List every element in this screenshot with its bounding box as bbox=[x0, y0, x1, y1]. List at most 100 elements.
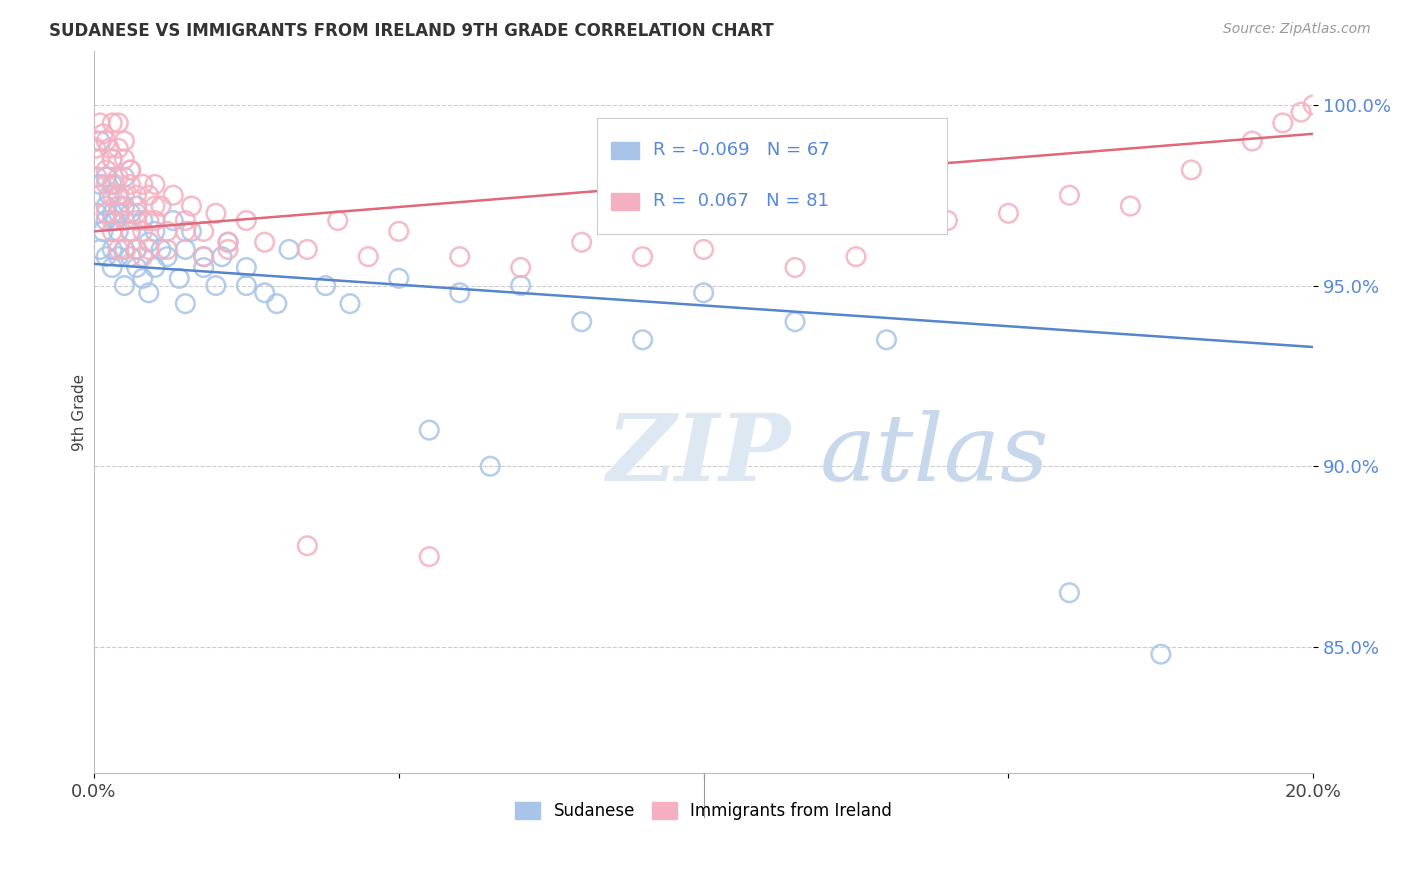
Point bbox=[156, 243, 179, 257]
Point bbox=[125, 213, 148, 227]
Point bbox=[1150, 647, 1173, 661]
Point bbox=[278, 243, 301, 257]
Point bbox=[143, 199, 166, 213]
Point bbox=[94, 250, 117, 264]
Point bbox=[104, 213, 127, 227]
Point bbox=[1241, 134, 1264, 148]
Point bbox=[120, 178, 142, 192]
Point bbox=[107, 188, 129, 202]
Point bbox=[1271, 116, 1294, 130]
Point bbox=[101, 178, 124, 192]
Text: SUDANESE VS IMMIGRANTS FROM IRELAND 9TH GRADE CORRELATION CHART: SUDANESE VS IMMIGRANTS FROM IRELAND 9TH … bbox=[49, 22, 773, 40]
Point bbox=[193, 250, 215, 264]
Point bbox=[104, 178, 127, 192]
Point bbox=[94, 178, 117, 192]
Text: R =  0.067   N = 81: R = 0.067 N = 81 bbox=[652, 193, 828, 211]
Point bbox=[162, 188, 184, 202]
Point bbox=[120, 224, 142, 238]
Point bbox=[357, 250, 380, 264]
Point bbox=[112, 188, 135, 202]
Point bbox=[150, 199, 173, 213]
Point bbox=[86, 206, 108, 220]
Point bbox=[876, 333, 898, 347]
Point bbox=[449, 285, 471, 300]
Point bbox=[91, 224, 114, 238]
Point bbox=[86, 170, 108, 185]
Point bbox=[101, 224, 124, 238]
Point bbox=[107, 199, 129, 213]
Point bbox=[1059, 586, 1081, 600]
Point bbox=[112, 170, 135, 185]
Point bbox=[1059, 188, 1081, 202]
Point bbox=[266, 296, 288, 310]
Point bbox=[107, 206, 129, 220]
Point bbox=[253, 285, 276, 300]
Point bbox=[388, 224, 411, 238]
Point bbox=[845, 250, 868, 264]
Point bbox=[138, 213, 160, 227]
Point bbox=[91, 127, 114, 141]
Point bbox=[143, 213, 166, 227]
Point bbox=[138, 285, 160, 300]
Point bbox=[143, 260, 166, 275]
Point bbox=[174, 224, 197, 238]
Point bbox=[217, 235, 239, 250]
Point bbox=[692, 243, 714, 257]
Point bbox=[131, 271, 153, 285]
Point bbox=[101, 260, 124, 275]
Point bbox=[89, 178, 111, 192]
Point bbox=[98, 141, 121, 155]
Point bbox=[101, 243, 124, 257]
Point bbox=[936, 213, 959, 227]
Point bbox=[339, 296, 361, 310]
Point bbox=[1180, 163, 1202, 178]
Point bbox=[107, 188, 129, 202]
Point bbox=[571, 235, 593, 250]
Point bbox=[1119, 199, 1142, 213]
Point bbox=[193, 250, 215, 264]
Point bbox=[169, 271, 191, 285]
Point bbox=[174, 213, 197, 227]
Text: Source: ZipAtlas.com: Source: ZipAtlas.com bbox=[1223, 22, 1371, 37]
Point bbox=[1302, 98, 1324, 112]
Point bbox=[297, 243, 319, 257]
Point bbox=[101, 152, 124, 166]
Point bbox=[101, 116, 124, 130]
Point bbox=[112, 213, 135, 227]
Point bbox=[120, 206, 142, 220]
Point bbox=[388, 271, 411, 285]
Point bbox=[631, 250, 654, 264]
Point bbox=[125, 199, 148, 213]
Point bbox=[217, 235, 239, 250]
Point bbox=[193, 260, 215, 275]
Point bbox=[138, 235, 160, 250]
Point bbox=[112, 152, 135, 166]
Point bbox=[479, 459, 502, 474]
Point bbox=[107, 250, 129, 264]
Point bbox=[783, 315, 806, 329]
Point bbox=[138, 243, 160, 257]
Point bbox=[101, 213, 124, 227]
Point bbox=[125, 243, 148, 257]
Point bbox=[235, 260, 257, 275]
Point bbox=[156, 250, 179, 264]
Text: atlas: atlas bbox=[820, 410, 1049, 500]
Point bbox=[112, 278, 135, 293]
Point bbox=[120, 224, 142, 238]
Point bbox=[783, 260, 806, 275]
Point bbox=[131, 224, 153, 238]
Point bbox=[253, 235, 276, 250]
Point bbox=[180, 224, 202, 238]
Point bbox=[125, 188, 148, 202]
Point bbox=[571, 315, 593, 329]
Point bbox=[156, 224, 179, 238]
Point bbox=[174, 243, 197, 257]
Point bbox=[297, 539, 319, 553]
Point bbox=[631, 333, 654, 347]
Point bbox=[997, 206, 1019, 220]
Point bbox=[150, 243, 173, 257]
Point bbox=[120, 163, 142, 178]
Point bbox=[101, 152, 124, 166]
Point bbox=[94, 213, 117, 227]
Point bbox=[94, 206, 117, 220]
